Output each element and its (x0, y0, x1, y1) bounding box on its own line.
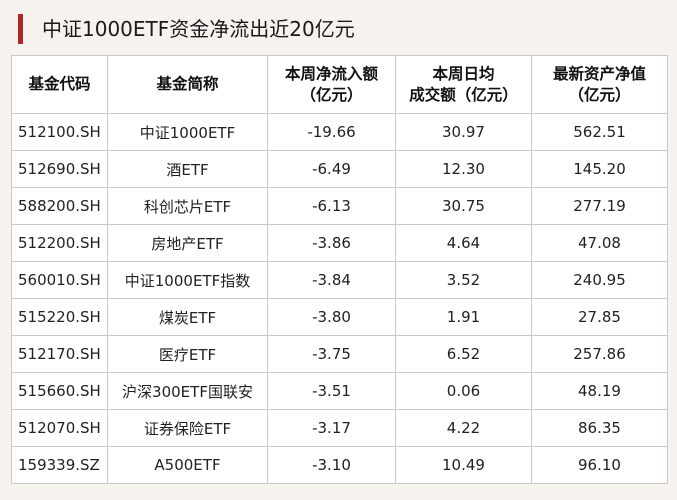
table-row: 512100.SH 中证1000ETF -19.66 30.97 562.51 (11, 113, 668, 151)
net-inflow-cell: -3.10 (267, 446, 396, 484)
fund-name-cell: 中证1000ETF (107, 113, 268, 151)
fund-code-cell: 512100.SH (11, 113, 108, 151)
avg-turnover-cell: 6.52 (395, 335, 532, 373)
avg-turnover-cell: 12.30 (395, 150, 532, 188)
net-inflow-cell: -3.17 (267, 409, 396, 447)
fund-code-cell: 159339.SZ (11, 446, 108, 484)
nav-cell: 96.10 (531, 446, 668, 484)
fund-name-cell: 房地产ETF (107, 224, 268, 262)
avg-turnover-cell: 3.52 (395, 261, 532, 299)
net-inflow-cell: -3.51 (267, 372, 396, 410)
net-inflow-cell: -3.84 (267, 261, 396, 299)
header-nav: 最新资产净值 （亿元） (531, 55, 668, 114)
avg-turnover-cell: 0.06 (395, 372, 532, 410)
page-header: 中证1000ETF资金净流出近20亿元 (0, 0, 677, 52)
fund-flow-table: 基金代码 基金简称 本周净流入额 （亿元） 本周日均 成交额（亿元） 最新资产净… (11, 55, 668, 484)
page-title: 中证1000ETF资金净流出近20亿元 (42, 17, 355, 41)
nav-cell: 257.86 (531, 335, 668, 373)
fund-name-cell: 酒ETF (107, 150, 268, 188)
table-row: 515220.SH 煤炭ETF -3.80 1.91 27.85 (11, 298, 668, 336)
nav-cell: 48.19 (531, 372, 668, 410)
fund-code-cell: 512070.SH (11, 409, 108, 447)
net-inflow-cell: -6.49 (267, 150, 396, 188)
fund-name-cell: 中证1000ETF指数 (107, 261, 268, 299)
fund-code-cell: 560010.SH (11, 261, 108, 299)
fund-code-cell: 515220.SH (11, 298, 108, 336)
table-row: 159339.SZ A500ETF -3.10 10.49 96.10 (11, 446, 668, 484)
fund-name-cell: 证券保险ETF (107, 409, 268, 447)
fund-name-cell: A500ETF (107, 446, 268, 484)
net-inflow-cell: -3.75 (267, 335, 396, 373)
avg-turnover-cell: 30.75 (395, 187, 532, 225)
avg-turnover-cell: 30.97 (395, 113, 532, 151)
table-row: 515660.SH 沪深300ETF国联安 -3.51 0.06 48.19 (11, 372, 668, 410)
nav-cell: 240.95 (531, 261, 668, 299)
table-header-row: 基金代码 基金简称 本周净流入额 （亿元） 本周日均 成交额（亿元） 最新资产净… (11, 55, 668, 114)
fund-name-cell: 煤炭ETF (107, 298, 268, 336)
fund-code-cell: 512690.SH (11, 150, 108, 188)
nav-cell: 27.85 (531, 298, 668, 336)
nav-cell: 47.08 (531, 224, 668, 262)
nav-cell: 277.19 (531, 187, 668, 225)
fund-name-cell: 沪深300ETF国联安 (107, 372, 268, 410)
net-inflow-cell: -3.86 (267, 224, 396, 262)
title-accent-bar (18, 14, 23, 44)
fund-code-cell: 512170.SH (11, 335, 108, 373)
table-row: 588200.SH 科创芯片ETF -6.13 30.75 277.19 (11, 187, 668, 225)
net-inflow-cell: -3.80 (267, 298, 396, 336)
table-row: 512690.SH 酒ETF -6.49 12.30 145.20 (11, 150, 668, 188)
nav-cell: 86.35 (531, 409, 668, 447)
fund-code-cell: 515660.SH (11, 372, 108, 410)
avg-turnover-cell: 4.64 (395, 224, 532, 262)
header-avg-turnover: 本周日均 成交额（亿元） (395, 55, 532, 114)
header-net-inflow: 本周净流入额 （亿元） (267, 55, 396, 114)
table-row: 512170.SH 医疗ETF -3.75 6.52 257.86 (11, 335, 668, 373)
nav-cell: 562.51 (531, 113, 668, 151)
header-fund-name: 基金简称 (107, 55, 268, 114)
net-inflow-cell: -6.13 (267, 187, 396, 225)
nav-cell: 145.20 (531, 150, 668, 188)
avg-turnover-cell: 1.91 (395, 298, 532, 336)
fund-name-cell: 科创芯片ETF (107, 187, 268, 225)
fund-code-cell: 588200.SH (11, 187, 108, 225)
header-fund-code: 基金代码 (11, 55, 108, 114)
table-row: 512070.SH 证券保险ETF -3.17 4.22 86.35 (11, 409, 668, 447)
table-row: 512200.SH 房地产ETF -3.86 4.64 47.08 (11, 224, 668, 262)
fund-name-cell: 医疗ETF (107, 335, 268, 373)
fund-code-cell: 512200.SH (11, 224, 108, 262)
avg-turnover-cell: 10.49 (395, 446, 532, 484)
table-row: 560010.SH 中证1000ETF指数 -3.84 3.52 240.95 (11, 261, 668, 299)
net-inflow-cell: -19.66 (267, 113, 396, 151)
avg-turnover-cell: 4.22 (395, 409, 532, 447)
